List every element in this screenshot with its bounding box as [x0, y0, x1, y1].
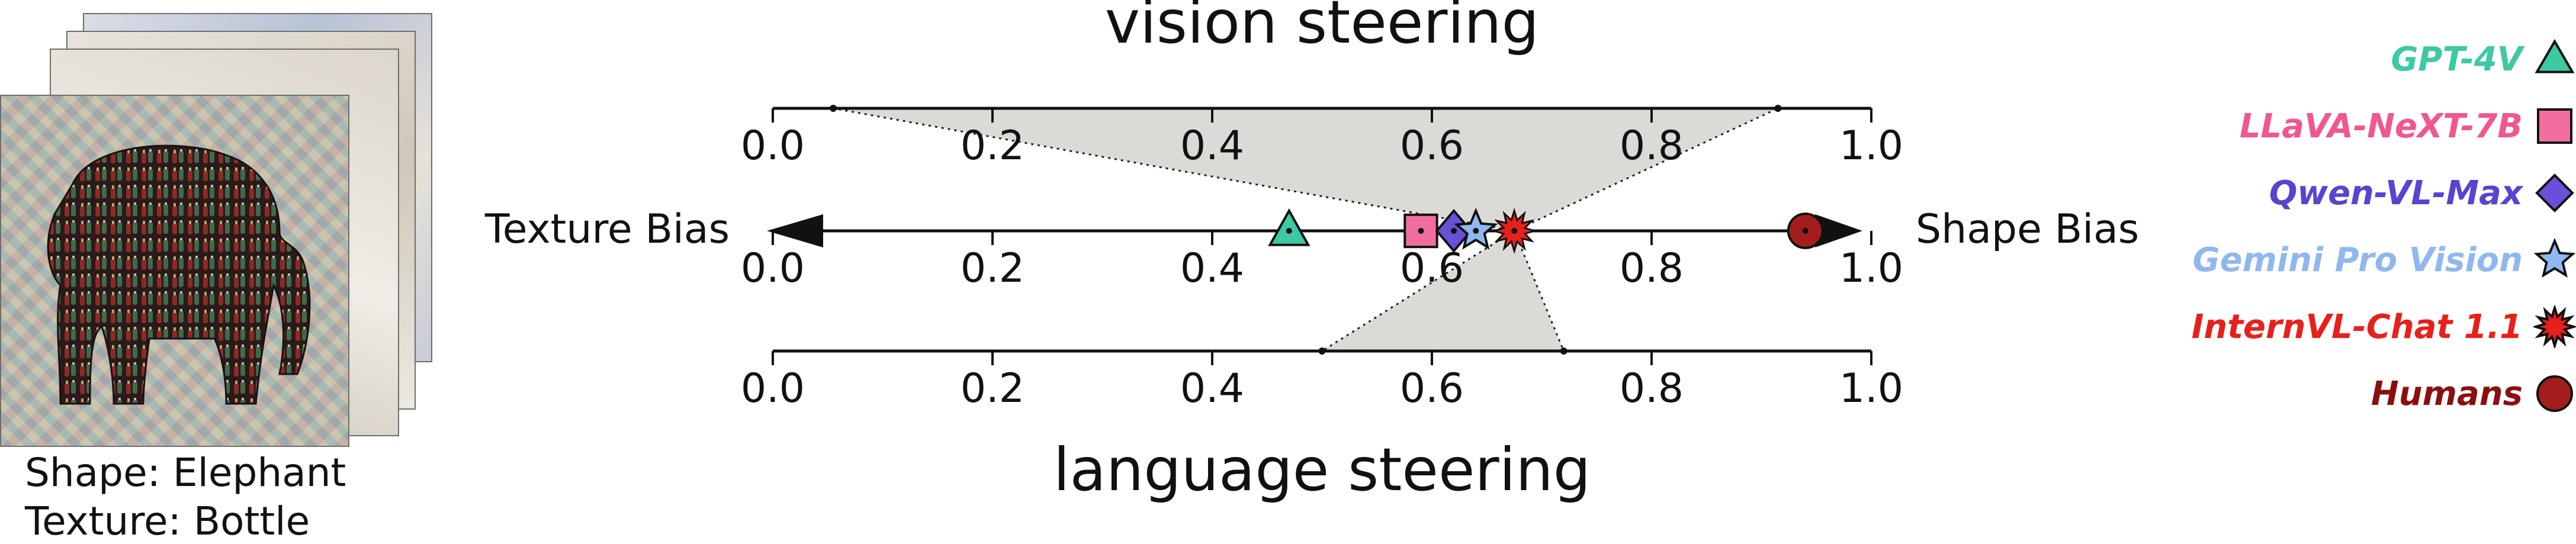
bias-tick-label: 0.8 [1620, 245, 1684, 292]
legend-marker-shape [2536, 375, 2573, 412]
legend-label: Gemini Pro Vision [2192, 240, 2523, 279]
texture-bias-label: Texture Bias [484, 206, 730, 253]
legend-marker-triangle-icon [2535, 39, 2575, 73]
shape-bias-label: Shape Bias [1916, 206, 2139, 253]
legend-marker-shape [2535, 39, 2575, 73]
elephant-silhouette [47, 144, 311, 405]
language-tick-label: 0.8 [1620, 365, 1684, 412]
legend-item-qwen-vl-max: Qwen-VL-Max [2269, 166, 2576, 220]
language-tick-label: 0.0 [741, 365, 805, 412]
texture-arrow-head [767, 214, 823, 247]
steering-dotted-edge [1321, 230, 1515, 352]
legend-label: GPT-4V [2391, 40, 2523, 79]
legend-marker-shape [2533, 239, 2576, 278]
marker-center-dot [1451, 228, 1457, 234]
steering-dotted-edge [1514, 107, 1778, 232]
marker-center-dot [1802, 228, 1809, 234]
language-tick-label: 0.6 [1400, 365, 1464, 412]
bias-tick-label: 0.0 [741, 245, 805, 292]
language-tick-label: 0.2 [961, 365, 1024, 412]
marker-center-dot [1473, 228, 1479, 234]
language-steering-range-area [1322, 231, 1564, 351]
stimulus-image-stack: Shape: Elephant Texture: Bottle [0, 0, 450, 544]
steering-dotted-edge [1513, 230, 1565, 352]
stimulus-image-elephant-bottle [0, 95, 349, 447]
legend-item-gemini-pro-vision: Gemini Pro Vision [2193, 233, 2576, 287]
legend-marker-diamond-icon [2535, 173, 2574, 213]
legend-marker-shape [2535, 173, 2574, 213]
legend-marker-shape [2537, 108, 2572, 144]
vision-steering-range-area [833, 108, 1778, 231]
bias-tick-label: 0.4 [1180, 245, 1244, 292]
bias-tick-label: 0.6 [1400, 245, 1464, 292]
legend-marker-shape [2533, 305, 2576, 348]
language-steering-title: language steering [1053, 435, 1591, 504]
stimulus-shape-label: Shape: Elephant [25, 450, 346, 495]
vision-steering-title: vision steering [1105, 0, 1539, 57]
language-tick-label: 1.0 [1839, 365, 1903, 412]
steering-dotted-edge [833, 107, 1515, 232]
marker-gpt-4v [1268, 208, 1311, 246]
legend-marker-star-icon [2533, 239, 2576, 278]
chart-legend: GPT-4V LLaVA-NeXT-7B Qwen-VL-Max Gemini Pro… [2161, 0, 2576, 540]
legend-marker-circle-icon [2536, 375, 2573, 412]
vision-tick-label: 1.0 [1839, 123, 1903, 169]
legend-label: Qwen-VL-Max [2269, 173, 2523, 213]
legend-item-humans: Humans [2371, 367, 2576, 420]
vision-tick-label: 0.2 [961, 123, 1024, 169]
legend-marker-square-icon [2537, 108, 2572, 144]
legend-item-gpt-4v: GPT-4V [2391, 33, 2576, 86]
legend-label: Humans [2371, 374, 2523, 413]
legend-label: LLaVA-NeXT-7B [2239, 107, 2523, 146]
bias-tick-label: 0.2 [961, 245, 1024, 292]
marker-center-dot [1511, 228, 1518, 234]
vision-tick-label: 0.8 [1620, 123, 1684, 169]
bias-tick-label: 1.0 [1839, 245, 1903, 292]
vision-tick-label: 0.4 [1180, 123, 1244, 169]
language-tick-label: 0.4 [1180, 365, 1244, 412]
stimulus-texture-label: Texture: Bottle [25, 498, 310, 544]
vision-tick-label: 0.0 [741, 123, 805, 169]
marker-center-dot [1418, 228, 1424, 234]
legend-item-llava-next-7b: LLaVA-NeXT-7B [2240, 99, 2576, 153]
legend-marker-burst-icon [2533, 305, 2576, 348]
legend-label: InternVL-Chat 1.1 [2191, 307, 2523, 346]
shape-arrow-head [1815, 214, 1862, 247]
legend-item-internvl-chat-1-1: InternVL-Chat 1.1 [2192, 300, 2576, 353]
marker-center-dot [1286, 228, 1292, 234]
vision-tick-label: 0.6 [1400, 123, 1464, 169]
